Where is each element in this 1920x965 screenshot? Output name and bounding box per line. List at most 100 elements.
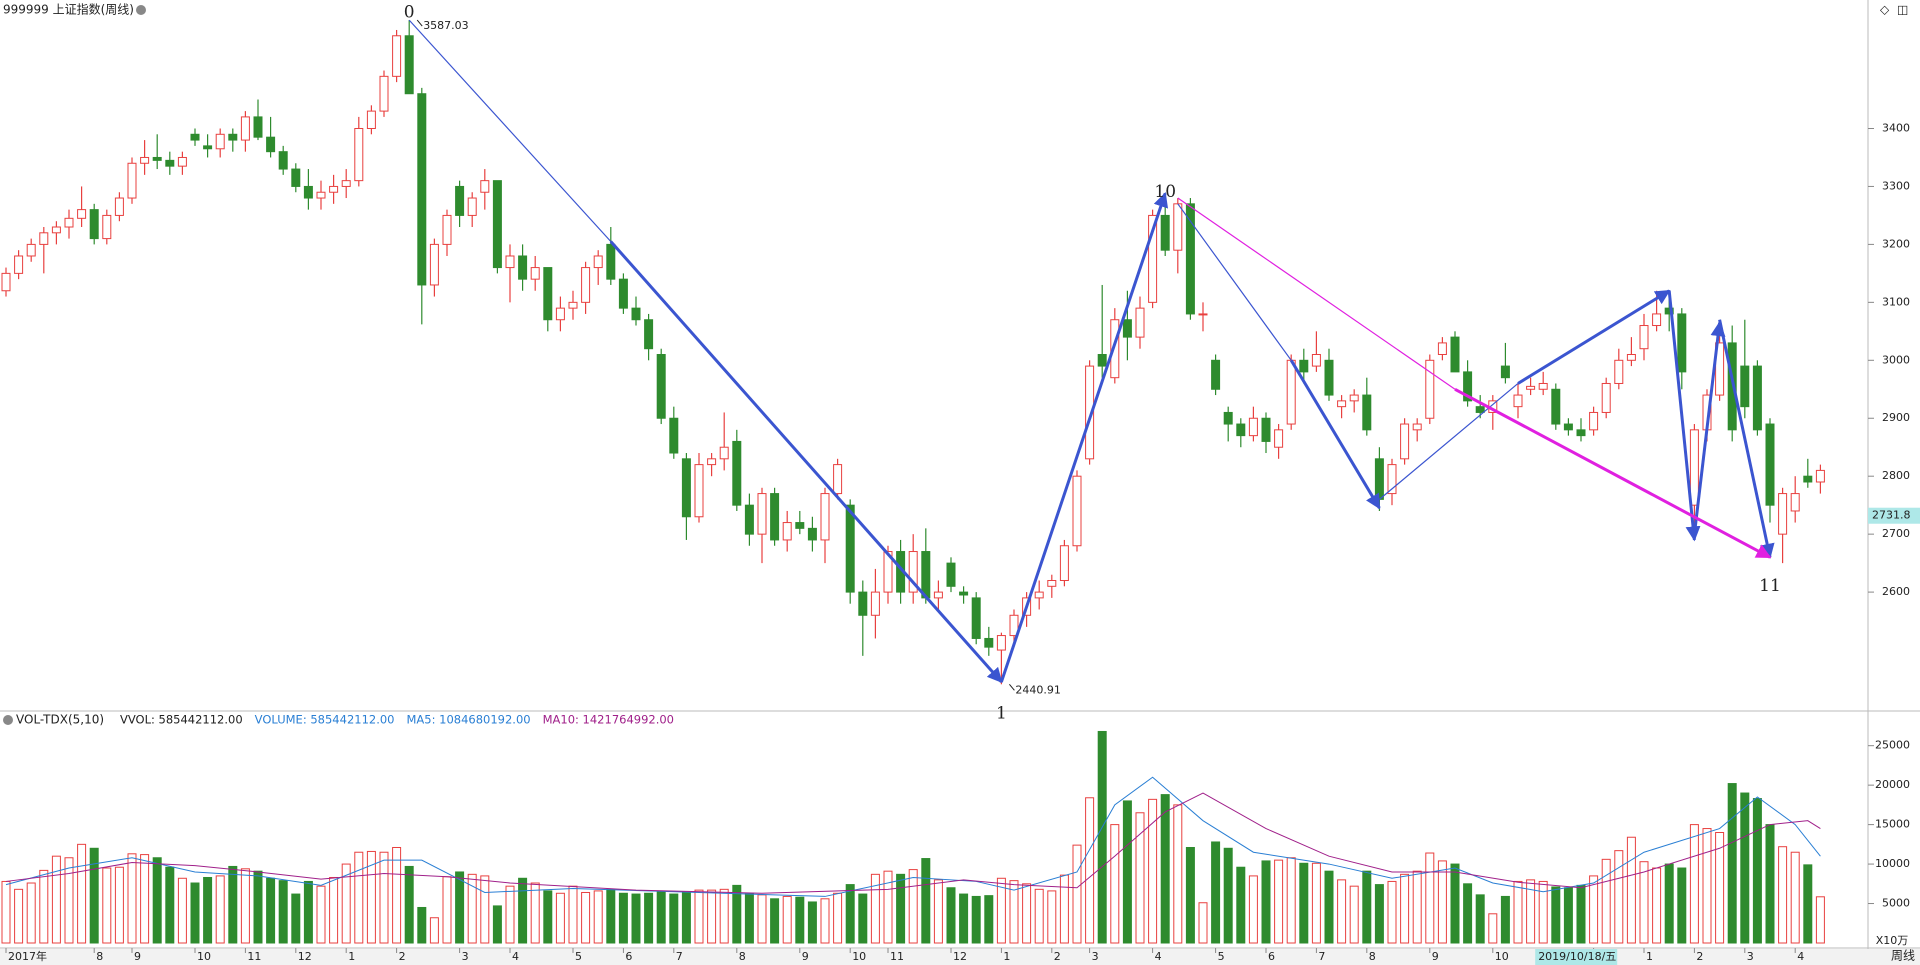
volume-bar (1349, 885, 1359, 944)
legend-entry: MA5: 1084680192.00 (407, 713, 531, 727)
candle-body (1223, 411, 1233, 425)
candle-body (833, 464, 843, 495)
candle-body (631, 307, 641, 321)
candle-body (1122, 319, 1132, 338)
volume-bar (1299, 862, 1309, 944)
y-tick-label: 3300 (1882, 179, 1910, 192)
x-tick-label: 12 (298, 950, 312, 963)
wave-label: 1 (996, 704, 1007, 724)
volume-bar (1034, 888, 1044, 944)
volume-bar (1740, 792, 1750, 944)
x-tick-label: 3 (1092, 950, 1099, 963)
y-tick-label: 2600 (1882, 585, 1910, 598)
volume-bar (1614, 850, 1624, 944)
volume-bar (694, 889, 704, 944)
volume-bar (1236, 866, 1246, 944)
volume-bar (266, 877, 276, 944)
x-tick-label: 11 (890, 950, 904, 963)
volume-bar (555, 892, 565, 944)
volume-bar (379, 851, 389, 944)
candle-body (681, 458, 691, 518)
candle-body (1274, 429, 1284, 448)
x-tick-label: 6 (1268, 950, 1275, 963)
volume-bar (1437, 860, 1447, 944)
volume-bar (618, 892, 628, 944)
volume-bar (1551, 886, 1561, 944)
legend-entry: VOLUME: 585442112.00 (255, 713, 395, 727)
candle-body (858, 591, 868, 616)
candle-body (1639, 325, 1649, 350)
volume-bar (845, 884, 855, 944)
volume-bar (1185, 846, 1195, 944)
volume-bar (1639, 861, 1649, 944)
x-tick-label: 9 (1432, 950, 1439, 963)
volume-bar (933, 879, 943, 944)
candle-body (1047, 580, 1057, 587)
candle-body (14, 255, 24, 274)
candle-body (1148, 214, 1158, 303)
volume-bar (1160, 794, 1170, 944)
candle-body (1072, 475, 1082, 547)
candle-body (707, 458, 717, 466)
candle-body (429, 243, 439, 286)
volume-bar (946, 887, 956, 944)
period-label: 周线 (1891, 949, 1915, 963)
volume-bar (518, 877, 528, 944)
volume-bar (51, 855, 61, 944)
candle-body (480, 180, 490, 193)
icon[interactable]: ◇ (1880, 3, 1890, 17)
x-tick-label: 9 (134, 950, 141, 963)
crosshair-date-tag (1535, 949, 1618, 965)
x-tick-label: 2 (399, 950, 406, 963)
volume-bar (1576, 884, 1586, 944)
candle-body (505, 255, 515, 269)
x-tick-label: 1 (1646, 950, 1653, 963)
volume-bar (278, 880, 288, 944)
candle-body (1551, 388, 1561, 425)
volume-bar (883, 870, 893, 944)
menu-button[interactable] (3, 715, 13, 725)
candle-body (215, 133, 225, 150)
candle-body (618, 278, 628, 309)
candle-body (1576, 429, 1586, 437)
volume-bar (719, 888, 729, 944)
candle-body (1715, 342, 1725, 396)
candle-body (807, 527, 817, 541)
volume-bar (681, 891, 691, 944)
candle-body (102, 214, 112, 240)
menu-button[interactable] (136, 5, 146, 15)
volume-bar (228, 865, 238, 944)
wave-line (1517, 289, 1671, 385)
volume-bar (291, 893, 301, 944)
volume-bar (770, 898, 780, 944)
volume-bar (190, 882, 200, 944)
candle-body (1614, 359, 1624, 384)
candle-body (933, 591, 943, 599)
candle-body (1425, 359, 1435, 419)
candle-body (341, 180, 351, 187)
wave-line (1379, 383, 1519, 500)
candle-body (1475, 406, 1485, 413)
volume-bar (39, 869, 49, 944)
volume-bar (1, 880, 11, 944)
volume-bar (581, 891, 591, 944)
candle-body (404, 35, 414, 95)
candle-body (140, 156, 150, 164)
candle-body (1437, 342, 1447, 356)
candle-body (89, 209, 99, 240)
volume-bar (1059, 874, 1069, 944)
x-tick-label: 8 (1369, 950, 1376, 963)
volume-bar (253, 870, 263, 944)
icon[interactable]: ◫ (1897, 3, 1908, 17)
x-tick-label: 12 (953, 950, 967, 963)
y-tick-label: 20000 (1875, 778, 1910, 791)
crosshair-date: 2019/10/18/五 (1538, 950, 1616, 963)
volume-bar (971, 895, 981, 944)
candle-body (1, 272, 11, 292)
volume-bar (1765, 824, 1775, 944)
candle-body (1173, 203, 1183, 251)
y-tick-label: 2900 (1882, 411, 1910, 424)
volume-bar (858, 893, 868, 944)
volume-bar (1009, 880, 1019, 944)
